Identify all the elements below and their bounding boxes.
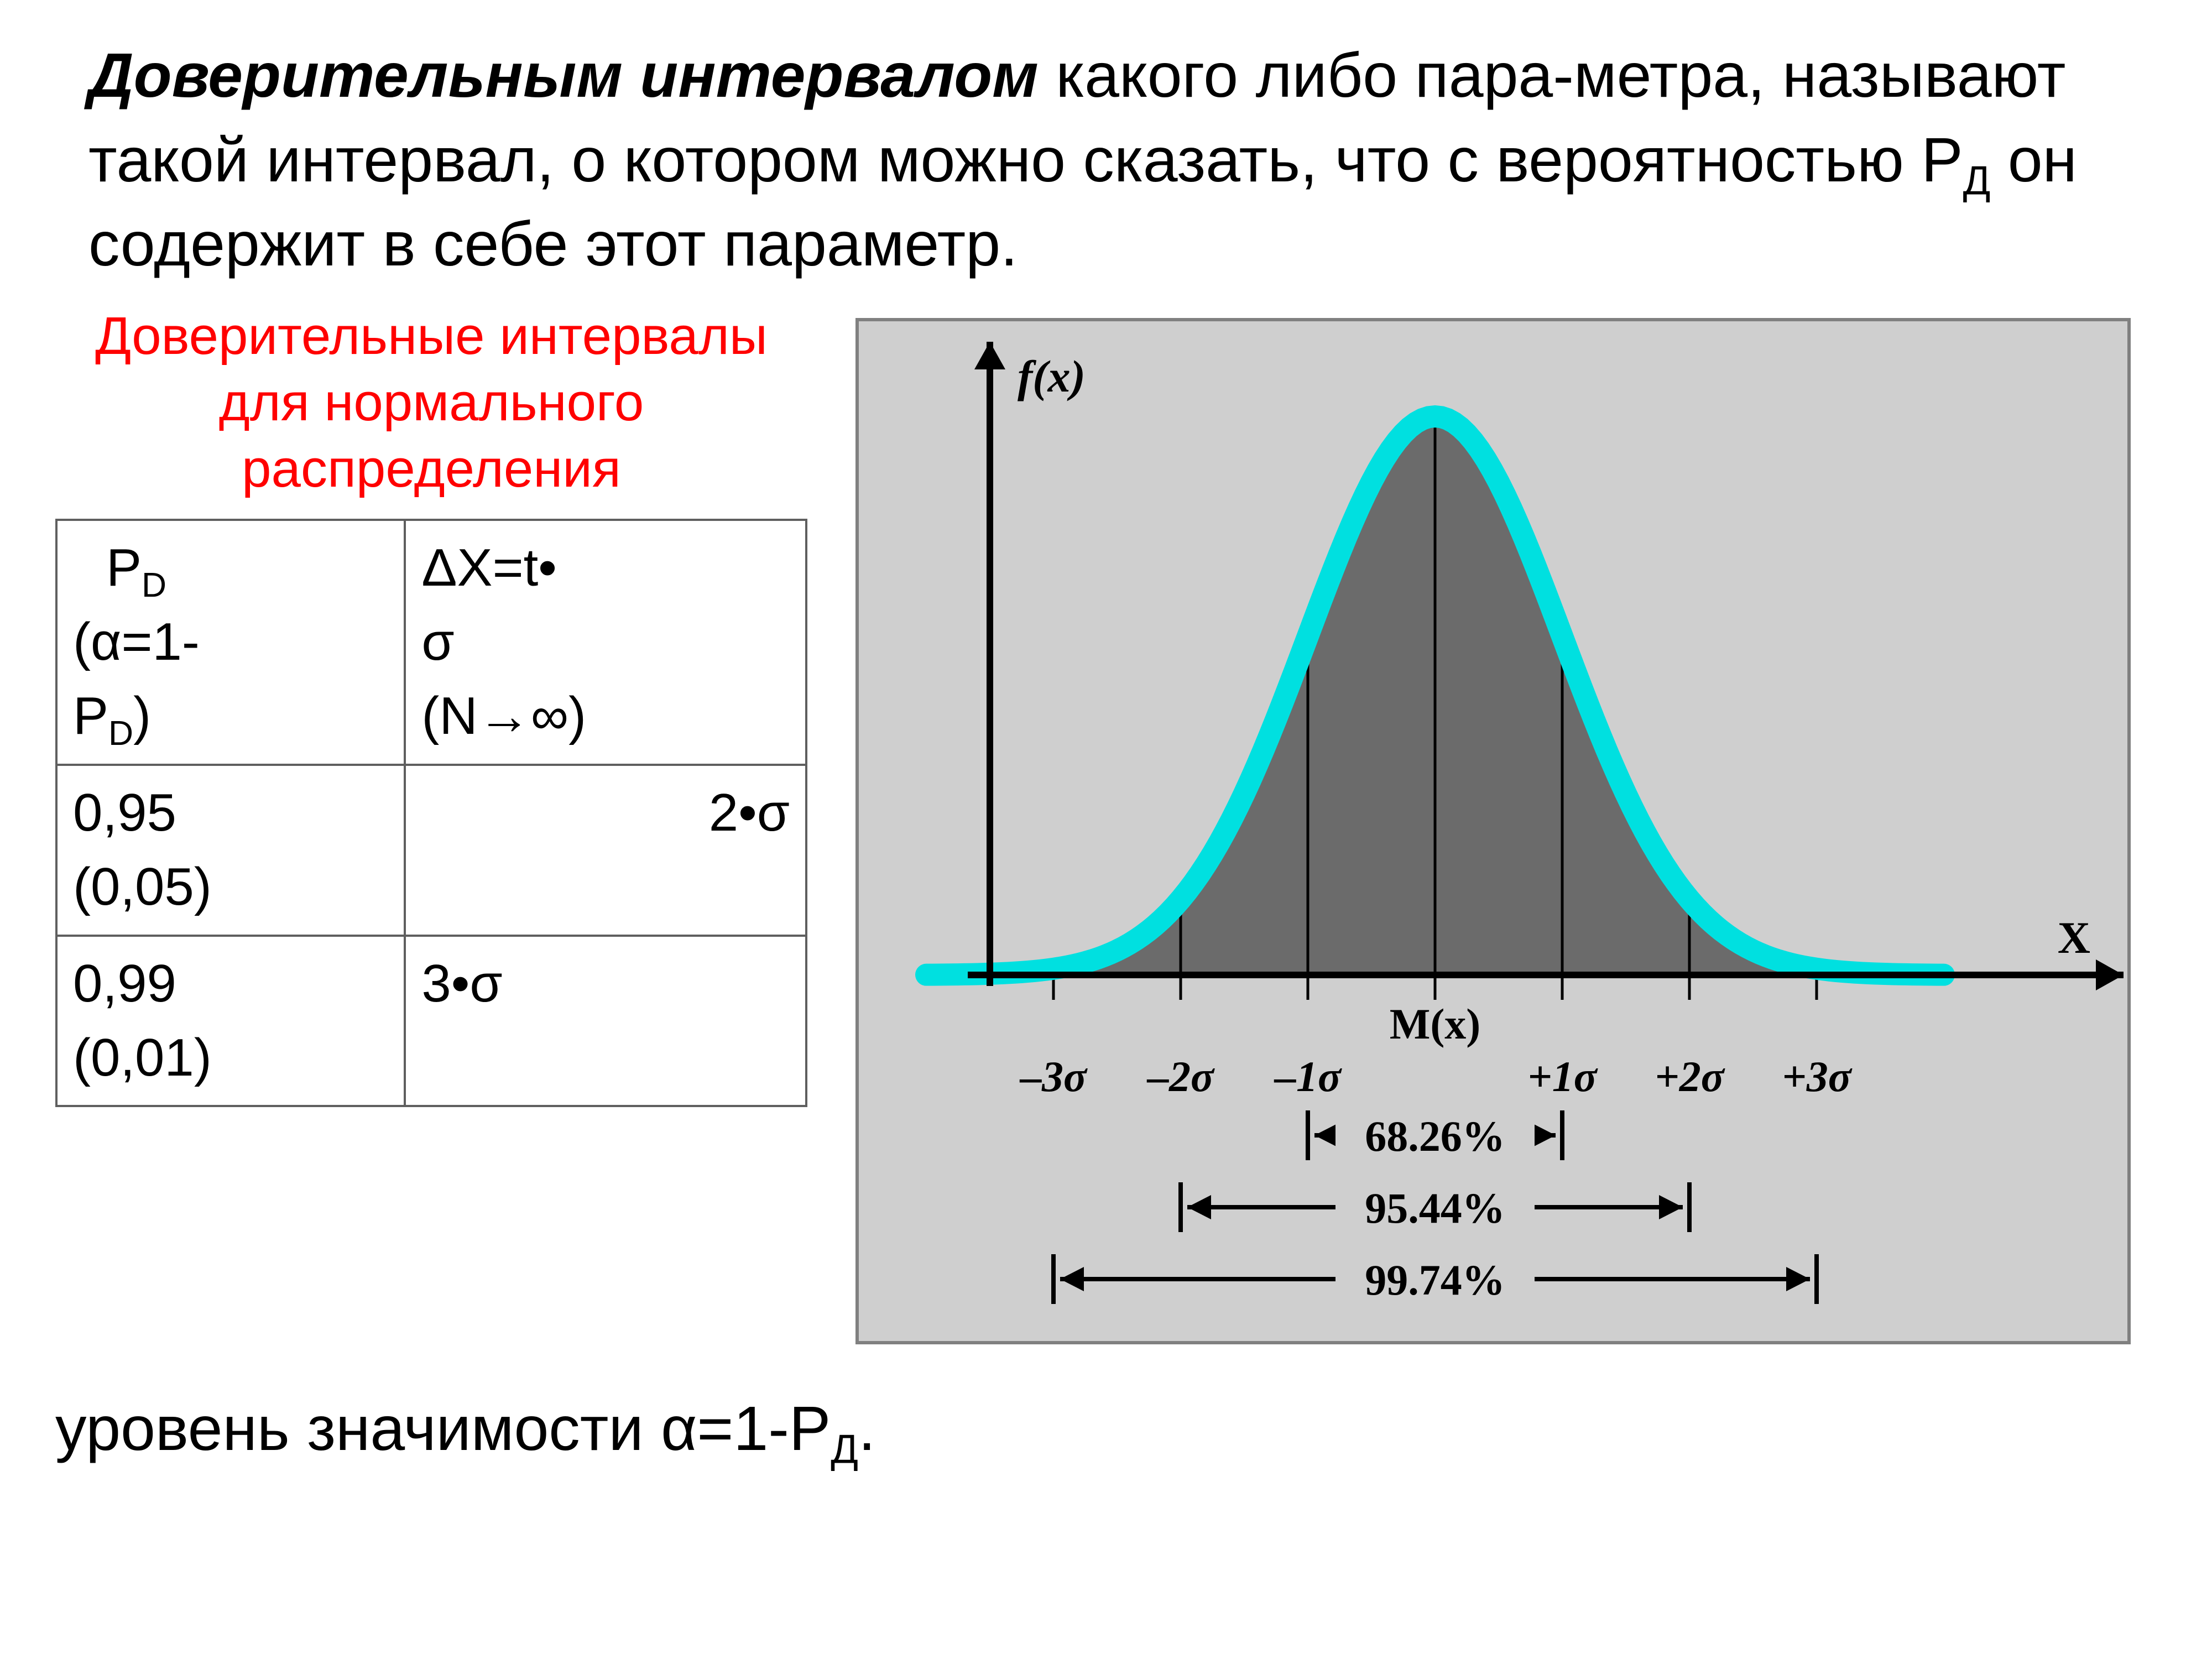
svg-text:–2σ: –2σ: [1146, 1052, 1215, 1100]
left-column: Доверительные интервалы для нормального …: [55, 292, 807, 1108]
table-cell-c2: 3•σ: [405, 936, 806, 1107]
table-cell-c1: 0,95 (0,05): [56, 765, 405, 936]
footer-text: уровень значимости α=1-РД.: [55, 1392, 2157, 1464]
svg-text:X: X: [2058, 912, 2090, 963]
definition-sub-1: Д: [1963, 158, 1991, 203]
table-header-row: РD (α=1- РD) ΔX=t• σ (N→∞): [56, 520, 806, 765]
svg-text:99.74%: 99.74%: [1365, 1256, 1505, 1304]
distribution-chart-svg: f(x) X M(x) –3σ –2σ –1σ +1σ +2σ +3σ 68.26% 95.44% 9…: [830, 292, 2157, 1370]
table-row: 0,95 (0,05) 2•σ: [56, 765, 806, 936]
definition-paragraph: Доверительным интервалом какого либо пар…: [55, 33, 2157, 286]
confidence-table: РD (α=1- РD) ΔX=t• σ (N→∞) 0,95 (0,05) 2…: [55, 519, 807, 1108]
svg-text:–1σ: –1σ: [1274, 1052, 1342, 1100]
svg-text:–3σ: –3σ: [1019, 1052, 1088, 1100]
svg-text:f(x): f(x): [1018, 351, 1086, 401]
table-cell-c2: 2•σ: [405, 765, 806, 936]
table-row: 0,99 (0,01) 3•σ: [56, 936, 806, 1107]
red-heading: Доверительные интервалы для нормального …: [55, 303, 807, 502]
content-row: Доверительные интервалы для нормального …: [55, 292, 2157, 1370]
svg-text:M(x): M(x): [1390, 1000, 1481, 1048]
svg-text:+2σ: +2σ: [1655, 1052, 1725, 1100]
distribution-chart: f(x) X M(x) –3σ –2σ –1σ +1σ +2σ +3σ 68.26% 95.44% 9…: [830, 292, 2157, 1370]
definition-lead: Доверительным интервалом: [88, 40, 1039, 110]
table-cell-c1: 0,99 (0,01): [56, 936, 405, 1107]
svg-text:95.44%: 95.44%: [1365, 1184, 1505, 1232]
svg-text:+1σ: +1σ: [1527, 1052, 1598, 1100]
svg-text:+3σ: +3σ: [1782, 1052, 1852, 1100]
table-header-col1: РD (α=1- РD): [56, 520, 405, 765]
svg-text:68.26%: 68.26%: [1365, 1112, 1505, 1160]
table-header-col2: ΔX=t• σ (N→∞): [405, 520, 806, 765]
